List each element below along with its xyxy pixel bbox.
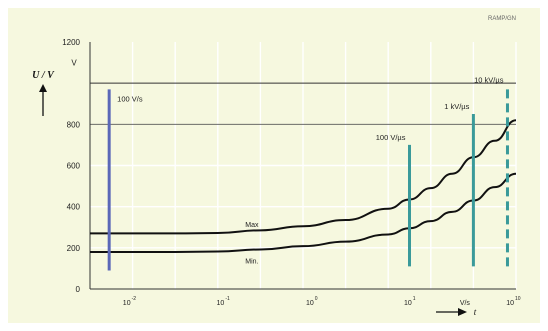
y-tick-label: 1200 — [62, 38, 80, 47]
x-tick-exponent: 1 — [413, 296, 416, 302]
chart-figure: Max Min. 100 V/s 100 V/µs 1 kV/µs 10 kV/µs 0… — [8, 8, 540, 323]
x-tick-label: 10-2 — [123, 296, 136, 307]
x-tick-label: 10-1 — [217, 296, 230, 307]
x-tick-exponent: -2 — [132, 296, 137, 302]
x-tick-exponent: 10 — [515, 296, 521, 302]
x-tick-base: 10 — [506, 300, 514, 307]
x-tick-base: 10 — [123, 300, 131, 307]
ramp-marker-label: 10 kV/µs — [474, 75, 504, 84]
ramp-marker-label: 100 V/s — [117, 94, 143, 103]
x-tick-exponent: 0 — [315, 296, 318, 302]
y-tick-label: 400 — [67, 203, 81, 212]
x-tick-exponent: -1 — [225, 296, 230, 302]
curve-max — [89, 119, 517, 235]
x-tick-label: 100 — [306, 296, 318, 307]
y-unit-label: V — [71, 59, 77, 68]
figure-code: RAMP/GN — [488, 16, 516, 22]
x-tick-base: 10 — [217, 300, 225, 307]
x-unit-label: V/s — [460, 300, 471, 307]
y-tick-label: 200 — [67, 244, 81, 253]
x-axis-arrowhead — [458, 308, 467, 316]
curve-label: Min. — [245, 259, 258, 266]
ramp-marker-label: 1 kV/µs — [444, 102, 469, 111]
curves: Max Min. — [89, 119, 517, 266]
y-tick-label: 800 — [67, 120, 81, 129]
x-tick-label: 101 — [404, 296, 416, 307]
grid — [90, 42, 517, 289]
y-tick-label: 600 — [67, 162, 81, 171]
curve-min — [90, 172, 517, 253]
ramp-marker-label: 100 V/µs — [376, 133, 406, 142]
ramp-markers: 100 V/s 100 V/µs 1 kV/µs 10 kV/µs — [107, 75, 509, 271]
y-axis-title: U / V — [32, 70, 55, 81]
x-tick-base: 10 — [306, 300, 314, 307]
y-tick-label: 0 — [76, 285, 81, 294]
y-axis-arrowhead — [39, 84, 47, 92]
axes — [89, 42, 516, 290]
x-axis-title: t — [474, 307, 477, 317]
curve-label: Max — [245, 222, 259, 229]
x-tick-base: 10 — [404, 300, 412, 307]
